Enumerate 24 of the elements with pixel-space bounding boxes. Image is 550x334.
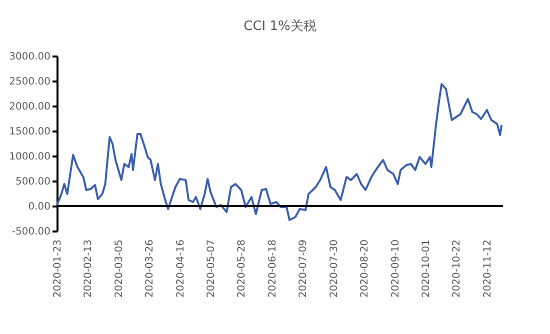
chart-title: CCI 1%关税 bbox=[244, 19, 316, 34]
x-tick-label: 2020-09-10 bbox=[390, 240, 402, 298]
y-tick-label: 0.00 bbox=[28, 202, 50, 212]
x-tick-label: 2020-02-13 bbox=[83, 240, 94, 298]
x-tick-label: 2020-11-12 bbox=[482, 240, 494, 298]
x-tick-label: 2020-07-09 bbox=[298, 240, 310, 298]
y-tick-label: 500.00 bbox=[16, 176, 50, 188]
y-tick-label: 2000.00 bbox=[9, 102, 50, 112]
x-tick-label: 2020-05-07 bbox=[206, 240, 218, 298]
x-tick-label: 2020-01-23 bbox=[52, 240, 64, 298]
x-tick-label: 2020-10-22 bbox=[452, 240, 463, 298]
x-tick-label: 2020-03-05 bbox=[114, 240, 125, 298]
y-tick-label: 1000.00 bbox=[9, 152, 50, 162]
x-tick-label: 2020-03-26 bbox=[144, 240, 156, 298]
y-tick-label: 1500.00 bbox=[9, 126, 50, 138]
x-tick-label: 2020-04-16 bbox=[175, 240, 186, 298]
x-tick-label: 2020-06-18 bbox=[267, 240, 278, 298]
y-tick-label: 2500.00 bbox=[9, 76, 50, 88]
y-tick-label: 3000.00 bbox=[9, 52, 50, 62]
x-tick-label: 2020-08-20 bbox=[360, 240, 371, 298]
y-tick-label: -500.00 bbox=[12, 226, 50, 238]
x-tick-label: 2020-07-30 bbox=[328, 240, 340, 298]
x-tick-label: 2020-05-28 bbox=[236, 240, 248, 298]
x-tick-label: 2020-10-01 bbox=[421, 240, 432, 298]
